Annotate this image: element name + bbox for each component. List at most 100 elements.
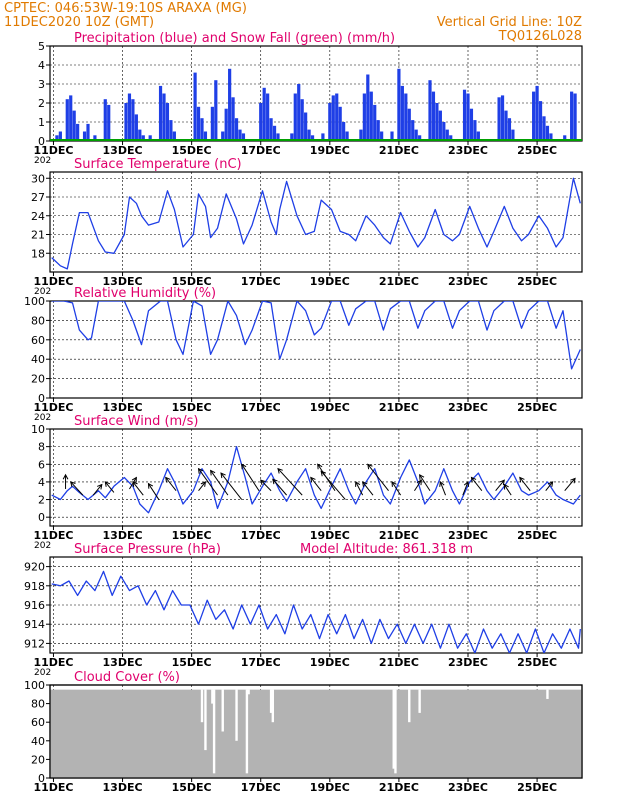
cloud-cover-gap: [394, 689, 397, 774]
precip-bar: [345, 131, 349, 141]
y-tick-label: 27: [31, 191, 45, 204]
x-tick-label: 15DEC: [172, 656, 212, 669]
wind-vector-head: [310, 476, 316, 483]
precip-bar: [158, 85, 163, 141]
precip-bar: [466, 93, 470, 141]
precip-bar: [342, 122, 346, 141]
x-tick-label: 11DEC: [33, 144, 73, 157]
y-tick-label: 1: [38, 116, 45, 129]
precip-bar: [293, 93, 297, 141]
precip-bar: [234, 118, 239, 141]
y-tick-label: 80: [31, 698, 45, 711]
precip-bar: [563, 135, 567, 141]
wind-vector: [310, 477, 322, 492]
wind-vector-head: [355, 480, 361, 487]
wind-vector-head: [416, 479, 422, 486]
wind-vector-head: [132, 481, 138, 487]
cloud-cover-gap: [408, 689, 411, 723]
y-tick-label: 4: [38, 59, 45, 72]
x-tick-label: 25DEC: [517, 656, 557, 669]
wind-vector-head: [391, 481, 397, 487]
x-tick-label: 15DEC: [172, 144, 212, 157]
wind-vector-head: [317, 463, 323, 470]
precip-bar: [238, 129, 242, 141]
precip-bar: [473, 120, 477, 141]
year-fragment-label: 202: [34, 287, 51, 297]
precip-bar: [228, 68, 232, 141]
wind-vector-head: [96, 483, 103, 490]
wind-vector: [241, 463, 260, 492]
panel-frame: [49, 171, 583, 273]
panel-title: Surface Wind (m/s): [74, 414, 198, 429]
y-tick-label: 914: [24, 618, 45, 631]
x-tick-label: 13DEC: [103, 144, 143, 157]
wind-vector-head: [320, 470, 327, 477]
precip-bar: [511, 129, 515, 141]
panel-2: 18 21 24 27 30 11DEC 13DEC 15DEC 17DEC 19DEC 21DEC…: [31, 157, 583, 297]
precip-bar: [445, 129, 449, 141]
precip-bar: [535, 85, 539, 141]
precip-bar: [76, 123, 80, 141]
precip-bar: [82, 131, 87, 141]
wind-vector-head: [70, 481, 76, 487]
wind-vector: [367, 463, 389, 492]
station-label: CPTEC: 046:53W-19:10S ARAXA (MG): [4, 1, 247, 16]
precip-bar: [411, 120, 415, 141]
y-tick-label: 100: [24, 679, 45, 692]
precip-bar: [65, 99, 69, 141]
x-tick-label: 23DEC: [448, 275, 488, 288]
precip-bar: [397, 68, 401, 141]
cloud-cover-gap: [247, 689, 250, 695]
precip-bar: [69, 95, 73, 141]
precip-bar: [507, 118, 512, 141]
wind-vector-head: [259, 479, 266, 486]
x-tick-label: 23DEC: [448, 144, 488, 157]
wind-vector: [471, 477, 483, 492]
y-tick-label: 18: [31, 247, 45, 260]
x-tick-label: 25DEC: [517, 401, 557, 414]
panel-frame: [49, 428, 583, 527]
precip-bar: [262, 87, 266, 141]
x-tick-label: 21DEC: [379, 781, 419, 794]
x-tick-label: 11DEC: [33, 401, 73, 414]
pressure-line: [51, 570, 581, 653]
panel-frame-top: [49, 684, 583, 779]
precip-bar: [297, 84, 301, 141]
wind-vector: [132, 481, 144, 496]
precip-bar: [449, 135, 453, 141]
y-tick-label: 21: [31, 229, 45, 242]
y-tick-label: 20: [31, 373, 45, 386]
x-tick-label: 17DEC: [241, 401, 281, 414]
wind-vector-head: [272, 478, 278, 485]
wind-vector-head: [503, 483, 509, 490]
precip-bar: [86, 123, 90, 141]
y-tick-label: 20: [31, 753, 45, 766]
year-fragment-label: 202: [34, 156, 51, 166]
wind-vector: [148, 483, 160, 500]
precip-bar: [390, 131, 394, 141]
precip-bar: [210, 106, 214, 141]
x-tick-label: 17DEC: [241, 144, 281, 157]
panel-1: 0 1 2 3 4 5 11DEC 13DEC 15DEC 17DEC 19DEC 21DEC 23DE…: [33, 31, 583, 166]
cloud-cover-gap: [546, 689, 549, 699]
wind-vector-head: [197, 467, 204, 474]
precip-bar: [103, 99, 107, 141]
x-tick-label: 13DEC: [103, 781, 143, 794]
precip-bar: [148, 135, 152, 141]
precip-bar: [172, 131, 176, 141]
precip-bar: [221, 131, 225, 141]
precip-bar: [570, 91, 574, 141]
wind-vector: [210, 470, 229, 496]
y-tick-label: 30: [31, 172, 45, 185]
x-tick-label: 15DEC: [172, 781, 212, 794]
x-tick-label: 21DEC: [379, 401, 419, 414]
panel-frame: [49, 300, 583, 399]
precip-bar: [338, 106, 342, 141]
wind-vector: [462, 481, 469, 496]
y-tick-label: 0: [38, 135, 45, 148]
model-code-label: TQ0126L028: [498, 29, 582, 44]
precip-bar: [366, 74, 370, 141]
x-tick-label: 23DEC: [448, 529, 488, 542]
wind-vector-head: [277, 467, 283, 474]
